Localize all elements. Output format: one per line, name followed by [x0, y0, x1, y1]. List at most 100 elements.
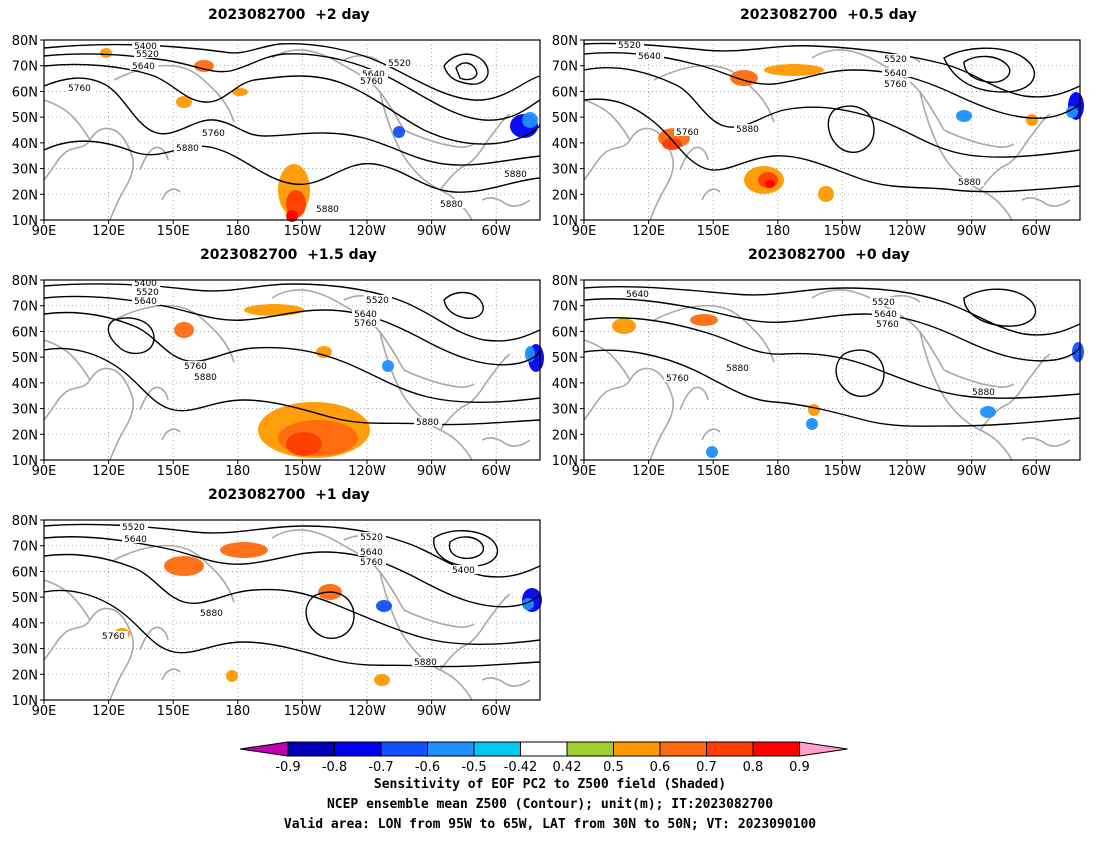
contour-label: 5520 [122, 523, 145, 533]
lon-tick-label: 90W [957, 224, 987, 239]
coastline [679, 146, 709, 171]
lon-tick-label: 180 [225, 464, 250, 479]
contour-label: 5760 [202, 129, 225, 139]
sensitivity-shading [220, 542, 268, 558]
sensitivity-shading [286, 432, 322, 456]
contour-label: 5640 [626, 290, 649, 300]
lat-tick-label: 60N [12, 85, 38, 100]
z500-contour [827, 105, 875, 153]
lon-tick-label: 150W [824, 464, 862, 479]
contour-label: 5520 [360, 533, 383, 543]
lon-tick-label: 180 [225, 224, 250, 239]
sensitivity-shading [100, 48, 112, 58]
panel-title-p0: 2023082700 +0 day [748, 247, 910, 263]
lat-tick-label: 60N [12, 325, 38, 340]
lat-tick-label: 50N [12, 591, 38, 606]
z500-contour [43, 42, 541, 101]
lat-tick-label: 60N [552, 325, 578, 340]
coastline [43, 339, 91, 381]
z500-contour [43, 589, 541, 668]
z500-contour [583, 316, 1081, 399]
z500-contour [583, 52, 1081, 119]
lat-tick-label: 50N [552, 351, 578, 366]
colorbar-label: 0.6 [650, 760, 671, 775]
colorbar-label: 0.9 [789, 760, 810, 775]
lon-tick-label: 120W [348, 464, 386, 479]
colorbar-bin [334, 741, 382, 757]
lat-tick-label: 40N [12, 617, 38, 632]
colorbar-label: -0.42 [504, 760, 538, 775]
coastline [161, 428, 181, 441]
contour-label: 5640 [874, 310, 897, 320]
map-panel-p0: 5640 5520 5640 5760 5760 5880 5880 80N 70N 60N 50N… [552, 274, 1084, 479]
sensitivity-shading [226, 670, 238, 682]
coastline [583, 127, 675, 221]
contour-label: 5520 [136, 50, 159, 60]
colorbar-right-arrow [799, 741, 848, 757]
lon-tick-label: 120W [888, 464, 926, 479]
sensitivity-shading [956, 110, 972, 122]
lon-tick-label: 90W [417, 704, 447, 719]
lat-tick-label: 40N [12, 137, 38, 152]
contour-label: 5520 [388, 59, 411, 69]
colorbar-label: -0.7 [368, 760, 393, 775]
lat-tick-label: 70N [12, 60, 38, 75]
lon-tick-label: 120W [348, 704, 386, 719]
contour-label: 5640 [362, 70, 385, 80]
lat-tick-label: 10N [12, 214, 38, 229]
lon-tick-label: 150W [284, 704, 322, 719]
sensitivity-shading [690, 314, 718, 326]
z500-contour [43, 311, 541, 403]
lon-tick-label: 180 [765, 464, 790, 479]
z500-contour [963, 288, 1037, 327]
lon-tick-label: 150E [697, 464, 730, 479]
map-frame [43, 39, 541, 221]
lon-tick-label: 60W [481, 224, 511, 239]
sensitivity-shading [374, 674, 390, 686]
panel-title-p1: 2023082700 +1 day [208, 487, 370, 503]
coastline [701, 428, 721, 441]
colorbar-label: -0.5 [461, 760, 486, 775]
lon-tick-label: 150W [284, 464, 322, 479]
map-frame [43, 519, 541, 701]
colorbar-label: 0.42 [553, 760, 582, 775]
map-panel-p1: 5520 5640 5520 5640 5760 5400 5880 5760 5880 80N 7… [12, 514, 542, 719]
contour-label: 5760 [876, 320, 899, 330]
z500-contour [583, 298, 1081, 362]
colorbar-bin [659, 741, 707, 757]
caption-line-2: NCEP ensemble mean Z500 (Contour); unit(… [326, 797, 774, 812]
coastline [43, 607, 135, 701]
lat-tick-label: 50N [12, 351, 38, 366]
colorbar-label: 0.5 [603, 760, 624, 775]
coastline [403, 129, 475, 148]
colorbar-bin [520, 741, 568, 757]
lon-tick-label: 90W [957, 464, 987, 479]
sensitivity-shading [376, 600, 392, 612]
coastline [403, 369, 475, 388]
sensitivity-shading [316, 346, 332, 358]
contour-label: 5520 [136, 288, 159, 298]
contour-label: 5880 [176, 144, 199, 154]
contour-label: 5880 [726, 364, 749, 374]
sensitivity-shading [1066, 106, 1078, 118]
map-frame [43, 279, 541, 461]
lat-tick-label: 30N [12, 163, 38, 178]
contour-label: 5880 [194, 373, 217, 383]
colorbar-label: -0.8 [322, 760, 347, 775]
coastline [113, 544, 235, 603]
map-frame [583, 39, 1081, 221]
colorbar-bin [287, 741, 335, 757]
coastline [943, 369, 1015, 388]
sensitivity-shading [174, 322, 194, 338]
contour-label: 5400 [452, 566, 475, 576]
coastline [43, 127, 135, 221]
lat-tick-label: 40N [552, 137, 578, 152]
lat-tick-label: 80N [12, 274, 38, 289]
colorbar-label: 0.7 [696, 760, 717, 775]
colorbar-bin [706, 741, 754, 757]
map-svg: 564055205640576057605880588080N70N60N50N… [552, 274, 1084, 479]
contour-label: 5760 [354, 319, 377, 329]
contour-label: 5880 [316, 205, 339, 215]
